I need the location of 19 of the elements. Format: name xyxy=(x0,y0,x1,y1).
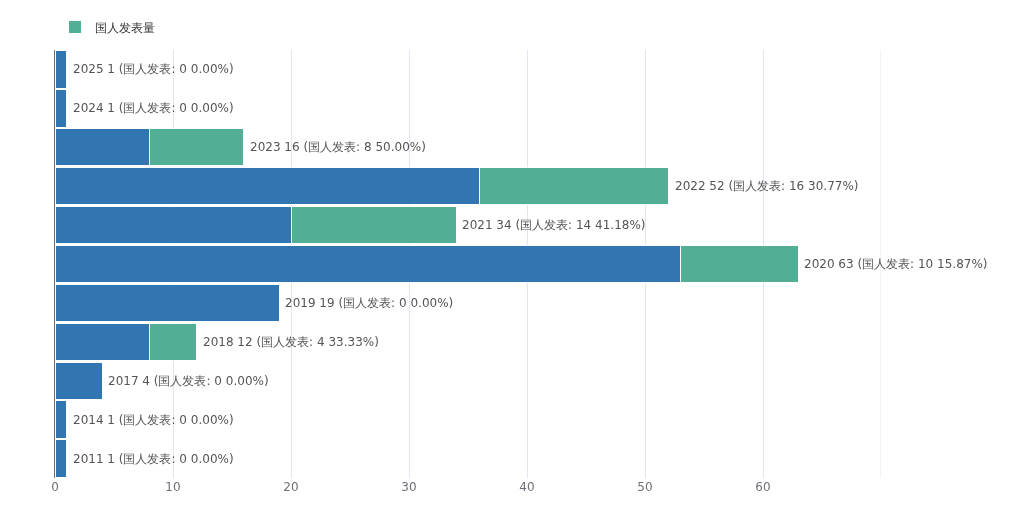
total-label: 2022 52 (国人发表: 16 30.77%) xyxy=(675,179,859,193)
total-label: 2020 63 (国人发表: 10 15.87%) xyxy=(804,257,988,271)
total-label: 2021 34 (国人发表: 14 41.18%) xyxy=(462,218,646,232)
total-label: 2019 19 (国人发表: 0 0.00%) xyxy=(285,296,454,310)
total-label: 2017 4 (国人发表: 0 0.00%) xyxy=(108,374,269,388)
x-tick-label: 0 xyxy=(51,480,59,494)
total-label: 2024 1 (国人发表: 0 0.00%) xyxy=(73,101,234,115)
x-tick-label: 30 xyxy=(401,480,417,494)
x-tick-label: 40 xyxy=(519,480,535,494)
total-label: 2014 1 (国人发表: 0 0.00%) xyxy=(73,413,234,427)
x-tick-label: 10 xyxy=(165,480,181,494)
x-tick-label: 60 xyxy=(755,480,771,494)
total-label: 2025 1 (国人发表: 0 0.00%) xyxy=(73,62,234,76)
legend-label: 国人发表量 xyxy=(95,20,155,35)
x-tick-label: 20 xyxy=(283,480,299,494)
total-label: 2023 16 (国人发表: 8 50.00%) xyxy=(250,140,426,154)
total-label: 2011 1 (国人发表: 0 0.00%) xyxy=(73,452,234,466)
total-label: 2018 12 (国人发表: 4 33.33%) xyxy=(203,335,379,349)
x-tick-label: 50 xyxy=(637,480,653,494)
